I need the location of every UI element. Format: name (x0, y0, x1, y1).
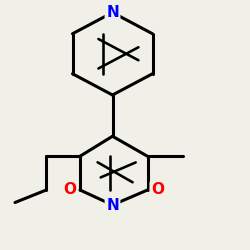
Text: N: N (106, 198, 119, 212)
Text: O: O (151, 182, 164, 198)
Text: O: O (64, 182, 76, 198)
Text: N: N (106, 5, 119, 20)
